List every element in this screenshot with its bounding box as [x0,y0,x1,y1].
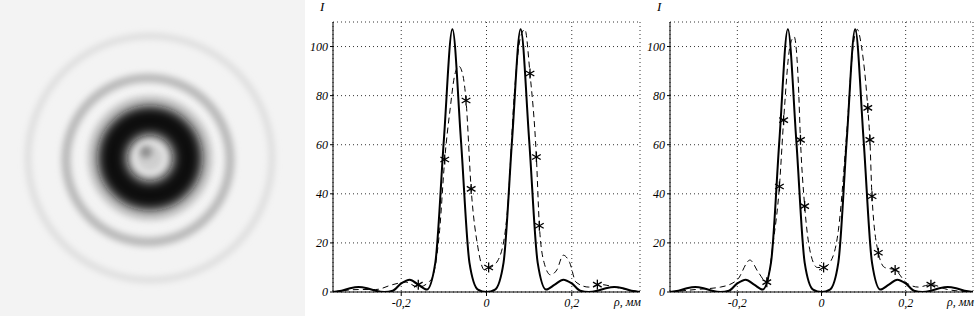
svg-text:100: 100 [647,40,665,54]
svg-text:-0,2: -0,2 [728,296,747,310]
svg-text:40: 40 [316,187,328,201]
svg-text:40: 40 [653,187,665,201]
svg-text:20: 20 [316,236,328,250]
html-text:ρ, мм: ρ, мм [946,295,974,309]
svg-text:0: 0 [322,285,328,299]
svg-text:60: 60 [316,138,328,152]
svg-text:20: 20 [653,236,665,250]
svg-text:80: 80 [653,89,665,103]
html-text:I: I [657,0,662,14]
svg-text:100: 100 [310,40,328,54]
svg-text:60: 60 [653,138,665,152]
svg-text:-0,2: -0,2 [392,296,411,310]
svg-text:0: 0 [819,296,825,310]
svg-text:0: 0 [484,296,490,310]
svg-text:0,2: 0,2 [564,296,579,310]
html-text:I: I [320,0,325,14]
svg-text:80: 80 [316,89,328,103]
svg-text:0,2: 0,2 [898,296,913,310]
svg-text:0: 0 [659,285,665,299]
html-text:ρ, мм: ρ, мм [613,295,641,309]
